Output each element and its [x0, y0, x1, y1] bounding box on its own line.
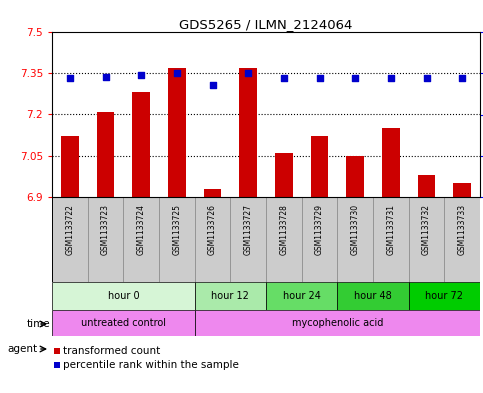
Bar: [382, 128, 400, 197]
Bar: [195, 282, 266, 310]
Text: time: time: [27, 319, 50, 329]
Text: GSM1133732: GSM1133732: [422, 204, 431, 255]
Point: [173, 70, 181, 76]
Text: GSM1133731: GSM1133731: [386, 204, 395, 255]
Text: GSM1133733: GSM1133733: [458, 204, 467, 255]
Point: [351, 75, 359, 81]
Point: [280, 75, 288, 81]
Bar: [61, 136, 79, 197]
Bar: [337, 282, 409, 310]
Bar: [453, 183, 471, 197]
Bar: [203, 189, 221, 197]
Text: GSM1133729: GSM1133729: [315, 204, 324, 255]
Bar: [302, 197, 337, 282]
Bar: [266, 282, 337, 310]
Bar: [195, 197, 230, 282]
Bar: [409, 197, 444, 282]
Bar: [337, 197, 373, 282]
Text: hour 72: hour 72: [426, 291, 463, 301]
Text: GSM1133728: GSM1133728: [279, 204, 288, 255]
Bar: [311, 136, 328, 197]
Bar: [373, 197, 409, 282]
Text: GSM1133724: GSM1133724: [137, 204, 146, 255]
Point: [137, 72, 145, 78]
Text: transformed count: transformed count: [63, 346, 160, 356]
Text: GSM1133723: GSM1133723: [101, 204, 110, 255]
Text: untreated control: untreated control: [81, 318, 166, 328]
Text: hour 12: hour 12: [212, 291, 249, 301]
Bar: [123, 197, 159, 282]
Bar: [52, 197, 88, 282]
Bar: [132, 92, 150, 197]
Text: GSM1133722: GSM1133722: [65, 204, 74, 255]
Bar: [54, 348, 60, 354]
Text: GSM1133727: GSM1133727: [243, 204, 253, 255]
Text: mycophenolic acid: mycophenolic acid: [292, 318, 383, 328]
Point: [423, 75, 430, 81]
Text: GSM1133725: GSM1133725: [172, 204, 181, 255]
Bar: [52, 310, 195, 336]
Text: percentile rank within the sample: percentile rank within the sample: [63, 360, 239, 370]
Point: [101, 73, 109, 80]
Bar: [159, 197, 195, 282]
Text: GSM1133730: GSM1133730: [351, 204, 360, 255]
Bar: [88, 197, 123, 282]
Bar: [444, 197, 480, 282]
Point: [387, 75, 395, 81]
Bar: [195, 310, 480, 336]
Point: [315, 75, 323, 81]
Bar: [54, 362, 60, 368]
Bar: [239, 68, 257, 197]
Point: [209, 82, 216, 88]
Bar: [97, 112, 114, 197]
Bar: [346, 156, 364, 197]
Bar: [52, 282, 195, 310]
Bar: [409, 282, 480, 310]
Point: [66, 75, 74, 81]
Point: [244, 70, 252, 76]
Bar: [275, 153, 293, 197]
Bar: [230, 197, 266, 282]
Text: hour 0: hour 0: [108, 291, 139, 301]
Text: hour 48: hour 48: [354, 291, 392, 301]
Title: GDS5265 / ILMN_2124064: GDS5265 / ILMN_2124064: [179, 18, 353, 31]
Text: hour 24: hour 24: [283, 291, 321, 301]
Text: agent: agent: [7, 344, 37, 354]
Point: [458, 75, 466, 81]
Bar: [168, 68, 186, 197]
Bar: [418, 175, 435, 197]
Bar: [266, 197, 302, 282]
Text: GSM1133726: GSM1133726: [208, 204, 217, 255]
